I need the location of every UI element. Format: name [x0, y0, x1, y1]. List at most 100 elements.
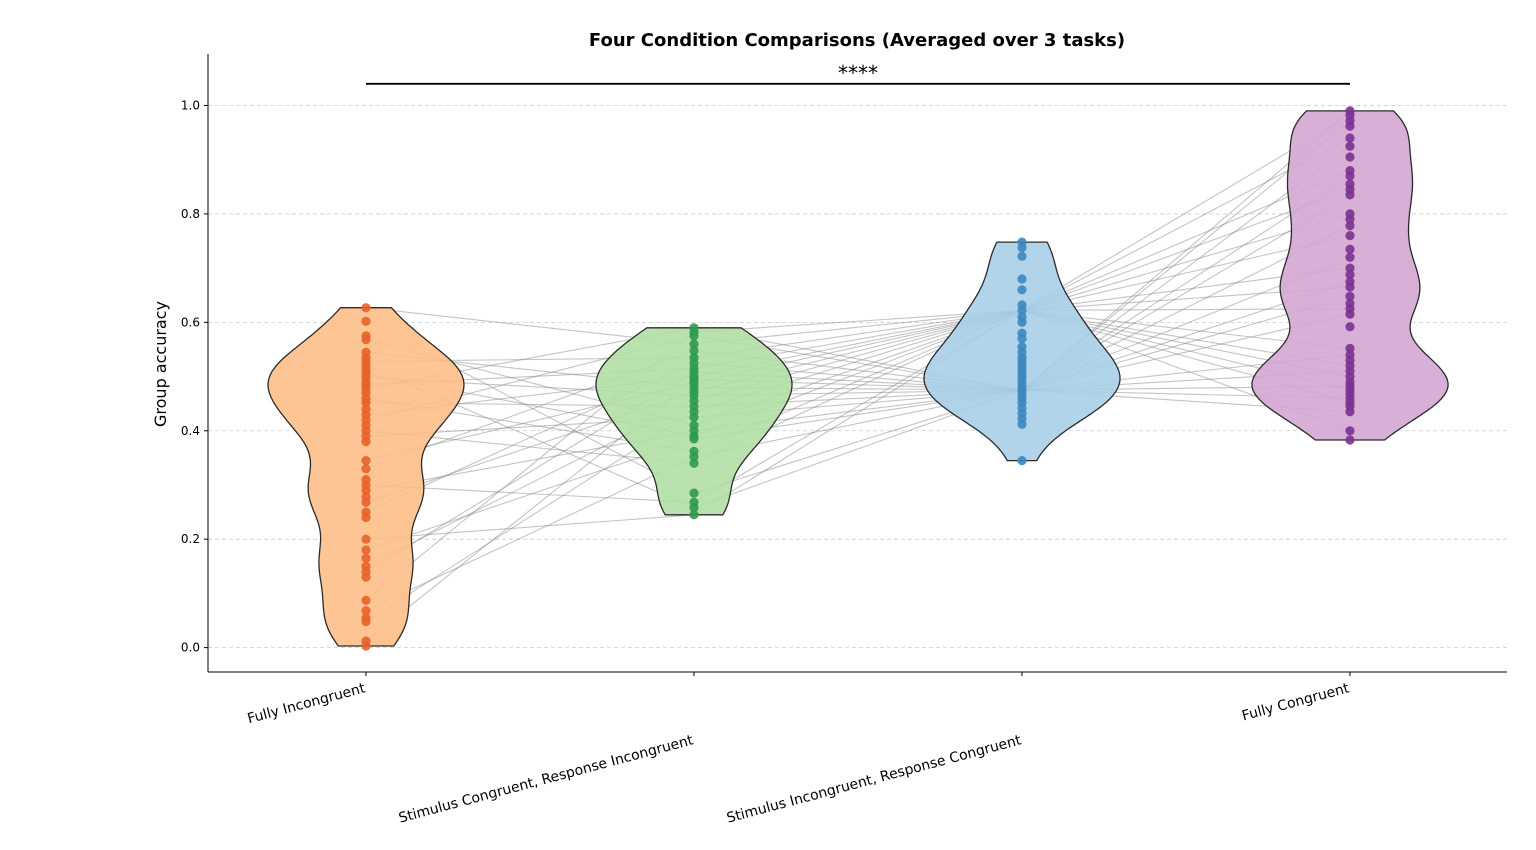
subject-line [365, 137, 1351, 416]
data-points [361, 106, 1355, 651]
subject-line [365, 213, 1351, 345]
data-point [1345, 263, 1355, 273]
subject-line [365, 170, 1351, 386]
data-point [1345, 343, 1355, 353]
data-point [361, 534, 371, 544]
subject-line [365, 313, 1351, 612]
data-point [1017, 242, 1027, 253]
y-axis-label: Group accuracy [151, 301, 170, 427]
y-tick-label: 1.0 [181, 99, 200, 113]
subject-line [365, 256, 1351, 391]
subject-line [365, 385, 1351, 437]
data-point [1017, 456, 1027, 466]
violins [267, 110, 1449, 647]
data-point [361, 545, 371, 555]
data-point [1017, 419, 1027, 429]
data-point [361, 606, 371, 616]
data-point [361, 303, 371, 313]
data-point [361, 398, 371, 408]
y-tick-label: 0.2 [181, 532, 200, 546]
data-point [1345, 121, 1355, 131]
data-point [361, 572, 371, 582]
y-tick-label: 0.6 [181, 315, 200, 329]
y-tick-label: 0.8 [181, 207, 200, 221]
data-point [1345, 252, 1355, 262]
data-point [361, 456, 371, 466]
data-point [1017, 251, 1027, 261]
subject-line [365, 309, 1351, 437]
subject-line [365, 309, 1351, 567]
subject-line [365, 354, 1351, 551]
data-point [361, 512, 371, 523]
data-point [1345, 214, 1355, 224]
data-point [361, 497, 371, 507]
data-point [1345, 309, 1355, 319]
subject-line [365, 377, 1351, 413]
data-point [689, 434, 699, 444]
y-tick-label: 0.4 [181, 424, 200, 438]
data-point [1017, 285, 1027, 295]
data-point [361, 464, 371, 474]
data-point [1345, 141, 1355, 151]
subject-line [365, 114, 1351, 462]
subject-line [365, 389, 1351, 407]
data-point [1017, 334, 1027, 344]
data-point [1345, 426, 1355, 436]
data-point [1345, 221, 1355, 231]
chart-title: Four Condition Comparisons (Averaged ove… [589, 30, 1125, 51]
data-point [1345, 322, 1355, 332]
data-point [689, 339, 699, 349]
significance-annotation: **** [366, 61, 1350, 85]
data-point [361, 437, 371, 447]
subject-line [365, 281, 1351, 509]
data-point [1345, 282, 1355, 292]
data-point [689, 412, 699, 422]
x-tick-label: Stimulus Congruent, Response Incongruent [397, 732, 695, 826]
subject-line [365, 225, 1351, 421]
data-point [1017, 305, 1027, 315]
subject-line [365, 309, 1351, 503]
data-point [689, 503, 699, 513]
subject-line [365, 267, 1351, 540]
data-point [689, 488, 699, 498]
data-point [361, 553, 371, 563]
data-point [689, 452, 699, 462]
data-point [361, 595, 371, 606]
data-point [361, 485, 371, 495]
data-point [1345, 270, 1355, 280]
subject-line [365, 175, 1351, 513]
data-point [1345, 435, 1355, 445]
data-point [689, 331, 699, 341]
subject-line [365, 309, 1351, 426]
data-point [1345, 407, 1355, 417]
subject-line [365, 188, 1351, 362]
subject-line [365, 309, 1351, 623]
x-tick-label: Stimulus Incongruent, Response Congruent [725, 732, 1023, 826]
connecting-lines [365, 110, 1351, 642]
subject-line [365, 194, 1351, 470]
data-point [689, 345, 699, 356]
subject-line [365, 370, 1351, 491]
x-tick-label: Fully Incongruent [246, 680, 368, 727]
data-point [1345, 133, 1355, 143]
data-point [1345, 244, 1355, 254]
subject-line [365, 235, 1351, 601]
y-tick-label: 0.0 [181, 641, 200, 655]
data-point [1345, 190, 1355, 200]
data-point [1345, 171, 1355, 181]
data-point [361, 641, 371, 651]
significance-label: **** [838, 61, 878, 85]
data-point [361, 617, 371, 627]
subject-line [365, 120, 1351, 642]
data-point [361, 316, 371, 326]
subject-line [365, 286, 1351, 503]
x-tick-label: Fully Congruent [1240, 680, 1351, 724]
data-point [1345, 291, 1355, 301]
data-point [361, 335, 371, 345]
data-point [1017, 274, 1027, 284]
subject-line [365, 145, 1351, 573]
data-point [689, 510, 699, 520]
data-point [1017, 317, 1027, 327]
data-point [689, 458, 699, 468]
